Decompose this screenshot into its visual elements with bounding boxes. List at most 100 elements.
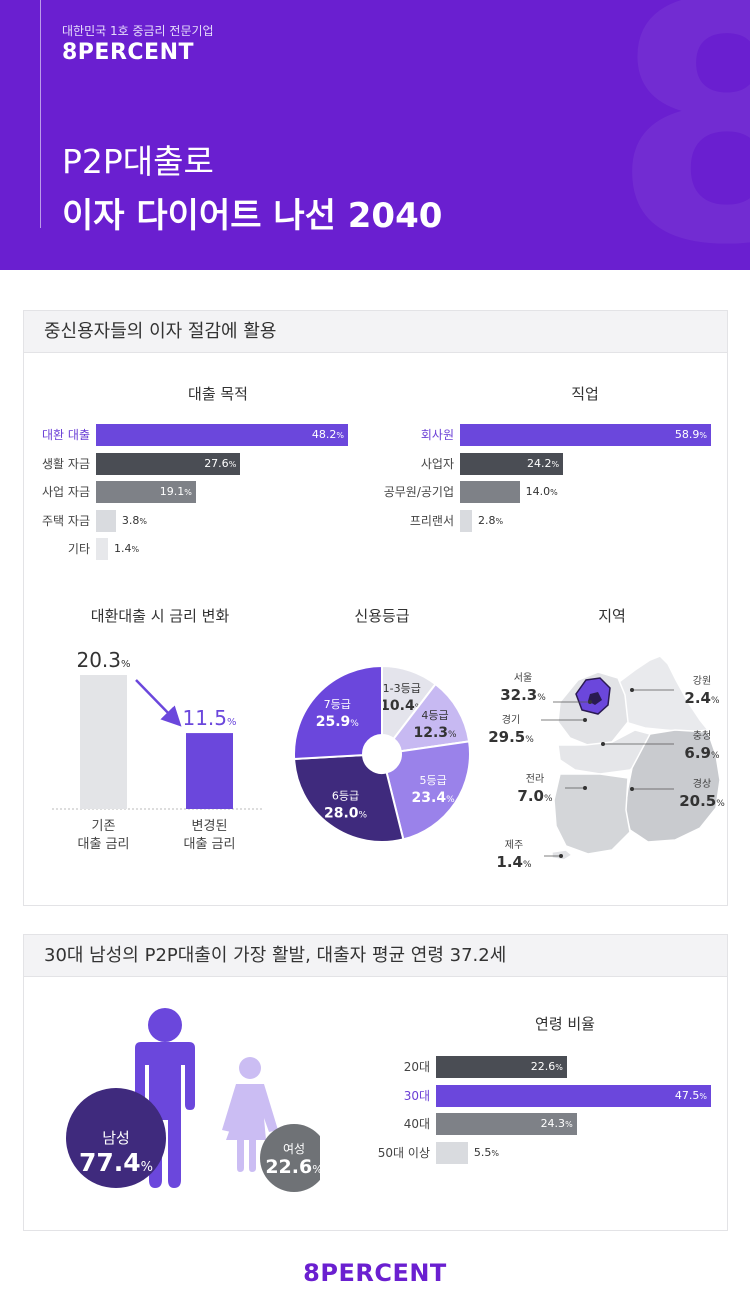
male-label: 남성	[102, 1129, 130, 1147]
bar-value-label: 22.6%	[530, 1060, 563, 1073]
bar-label: 20대	[403, 1060, 430, 1074]
brand-logo: 8PERCENT	[62, 40, 194, 65]
bar-label: 대환 대출	[42, 428, 90, 442]
bar-label: 프리랜서	[409, 513, 454, 528]
bar-value-label: 27.6%	[204, 456, 237, 470]
pie-category-label: 5등급	[419, 774, 446, 787]
bar	[96, 538, 108, 560]
watermark-8-icon: 8	[612, 0, 750, 270]
bar-label: 주택 자금	[42, 513, 90, 528]
pie-category-label: 6등급	[332, 790, 359, 803]
region-dot	[630, 688, 634, 692]
age-chart-title: 연령 비율	[535, 1015, 595, 1033]
bar	[460, 509, 472, 532]
rate-chart-title: 대환대출 시 금리 변화	[90, 607, 230, 625]
region-dot	[583, 718, 587, 722]
gender-figures	[66, 1008, 320, 1192]
bar-value-label: 2.8%	[478, 513, 504, 527]
map-gangwon	[614, 655, 710, 733]
bar-value-label: 47.5%	[674, 1088, 707, 1102]
bar	[436, 1113, 577, 1135]
korea-region-map	[551, 655, 721, 861]
region-name-label: 전라	[526, 773, 544, 785]
rate-bar	[80, 675, 127, 809]
bar	[436, 1141, 468, 1164]
bar	[96, 424, 348, 446]
section-title: 중신용자들의 이자 절감에 활용	[24, 311, 727, 353]
header-tagline: 대한민국 1호 중금리 전문기업	[62, 24, 214, 38]
bar	[460, 481, 520, 503]
bar-label: 30대	[403, 1088, 430, 1103]
region-dot	[630, 787, 634, 791]
bar-value-label: 14.0%	[525, 485, 558, 498]
bar-value-label: 48.2%	[311, 428, 344, 441]
pie-value-label: 28.0%	[324, 806, 368, 822]
page-title-line2: 이자 다이어트 나선 2040	[62, 196, 443, 236]
bar-value-label: 5.5%	[473, 1145, 499, 1159]
male-ratio-circle	[66, 1088, 166, 1188]
footer-logo: 8PERCENT	[303, 1259, 447, 1287]
pie-value-label: 25.9%	[316, 714, 360, 730]
bar	[96, 481, 196, 503]
female-ratio-circle	[260, 1124, 320, 1192]
bar	[96, 509, 116, 532]
female-figure-icon	[222, 1057, 278, 1172]
region-name-label: 서울	[514, 672, 532, 684]
female-value-wrap: 22.6%	[258, 1156, 330, 1178]
bar-label: 공무원/공기업	[383, 485, 454, 499]
pie-value-label: 12.3%	[413, 725, 457, 741]
rate-category-label: 대출 금리	[78, 837, 130, 852]
female-label: 여성	[282, 1142, 306, 1156]
bar-label: 회사원	[420, 428, 454, 442]
bar-label: 사업 자금	[42, 485, 90, 499]
rate-change-arrow-icon	[135, 679, 182, 727]
bar-label: 사업자	[420, 456, 454, 471]
region-chart-title: 지역	[598, 607, 626, 625]
pie-category-label: 7등급	[324, 698, 351, 711]
bar-value-label: 58.9%	[674, 428, 707, 441]
region-dot	[559, 854, 563, 858]
region-dot	[588, 700, 592, 704]
bar	[96, 452, 241, 475]
map-jeolla	[553, 773, 631, 855]
purpose-chart-title: 대출 목적	[188, 385, 248, 403]
bar-value-label: 3.8%	[121, 513, 147, 527]
pie-slice	[385, 740, 471, 841]
job-chart-title: 직업	[571, 385, 599, 403]
bar-value-label: 19.1%	[159, 485, 192, 498]
header-divider-line	[40, 0, 41, 228]
male-unit: %	[140, 1160, 154, 1175]
female-value: 22.6	[265, 1156, 313, 1178]
region-name-label: 충청	[693, 730, 711, 742]
region-value-label: 29.5%	[488, 728, 534, 746]
pie-category-label: 1-3등급	[383, 682, 421, 695]
bar-value-label: 24.2%	[527, 456, 560, 470]
pie-value-label: 23.4%	[412, 790, 456, 806]
rate-bar	[186, 733, 233, 809]
region-dot	[583, 786, 587, 790]
bar-label: 40대	[403, 1117, 430, 1131]
bar-value-label: 24.3%	[540, 1117, 573, 1130]
bar-label: 50대 이상	[377, 1145, 430, 1160]
bar	[460, 452, 564, 475]
bar-value-label: 1.4%	[114, 542, 140, 555]
region-value-label: 20.5%	[679, 792, 725, 810]
region-name-label: 강원	[693, 675, 711, 687]
male-value: 77.4	[78, 1148, 141, 1177]
male-value-wrap: 77.4%	[60, 1148, 172, 1177]
bar	[460, 424, 711, 446]
rate-category-label: 기존	[92, 819, 116, 834]
region-value-label: 32.3%	[500, 686, 546, 704]
grade-chart-title: 신용등급	[354, 607, 410, 625]
region-dot	[601, 742, 605, 746]
rate-category-label: 변경된	[192, 819, 228, 834]
pie-slice	[293, 664, 383, 761]
bar-label: 생활 자금	[42, 456, 90, 471]
pie-category-label: 4등급	[421, 709, 448, 722]
region-name-label: 경상	[693, 777, 711, 790]
bar	[436, 1084, 711, 1107]
header-banner: 8 대한민국 1호 중금리 전문기업 8PERCENT P2P대출로 이자 다이…	[0, 0, 750, 270]
